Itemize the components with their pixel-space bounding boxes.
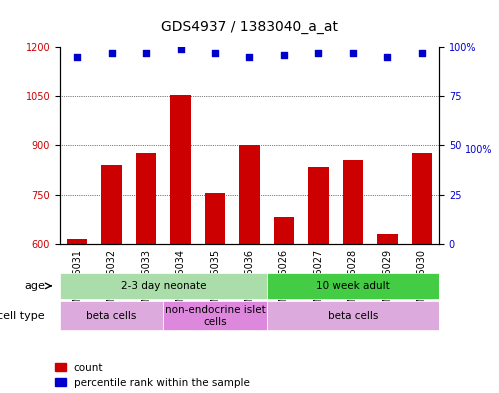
Text: cell type: cell type — [0, 311, 45, 321]
Point — [177, 46, 185, 52]
FancyBboxPatch shape — [163, 301, 267, 331]
Text: age: age — [24, 281, 45, 291]
FancyBboxPatch shape — [60, 301, 163, 331]
Bar — [67, 239, 87, 393]
Bar — [273, 217, 294, 393]
Legend: count, percentile rank within the sample: count, percentile rank within the sample — [55, 363, 250, 388]
Point — [314, 50, 322, 56]
Bar — [412, 152, 432, 393]
FancyBboxPatch shape — [60, 273, 267, 299]
Text: non-endocrine islet
cells: non-endocrine islet cells — [165, 305, 265, 327]
Bar — [170, 95, 191, 393]
Bar — [239, 145, 260, 393]
Point — [211, 50, 219, 56]
Point — [73, 54, 81, 60]
Point — [418, 50, 426, 56]
Point — [142, 50, 150, 56]
FancyBboxPatch shape — [267, 273, 439, 299]
Text: 2-3 day neonate: 2-3 day neonate — [121, 281, 206, 291]
Point — [280, 52, 288, 58]
Text: beta cells: beta cells — [328, 311, 378, 321]
Text: 10 week adult: 10 week adult — [316, 281, 390, 291]
Bar — [101, 165, 122, 393]
Text: GDS4937 / 1383040_a_at: GDS4937 / 1383040_a_at — [161, 20, 338, 34]
Bar — [308, 167, 329, 393]
Bar — [377, 235, 398, 393]
Bar — [343, 160, 363, 393]
Y-axis label: 100%: 100% — [466, 145, 493, 155]
FancyBboxPatch shape — [267, 301, 439, 331]
Point — [383, 54, 391, 60]
Point — [246, 54, 253, 60]
Bar — [205, 193, 226, 393]
Bar — [136, 152, 156, 393]
Point — [349, 50, 357, 56]
Point — [108, 50, 116, 56]
Text: beta cells: beta cells — [86, 311, 137, 321]
